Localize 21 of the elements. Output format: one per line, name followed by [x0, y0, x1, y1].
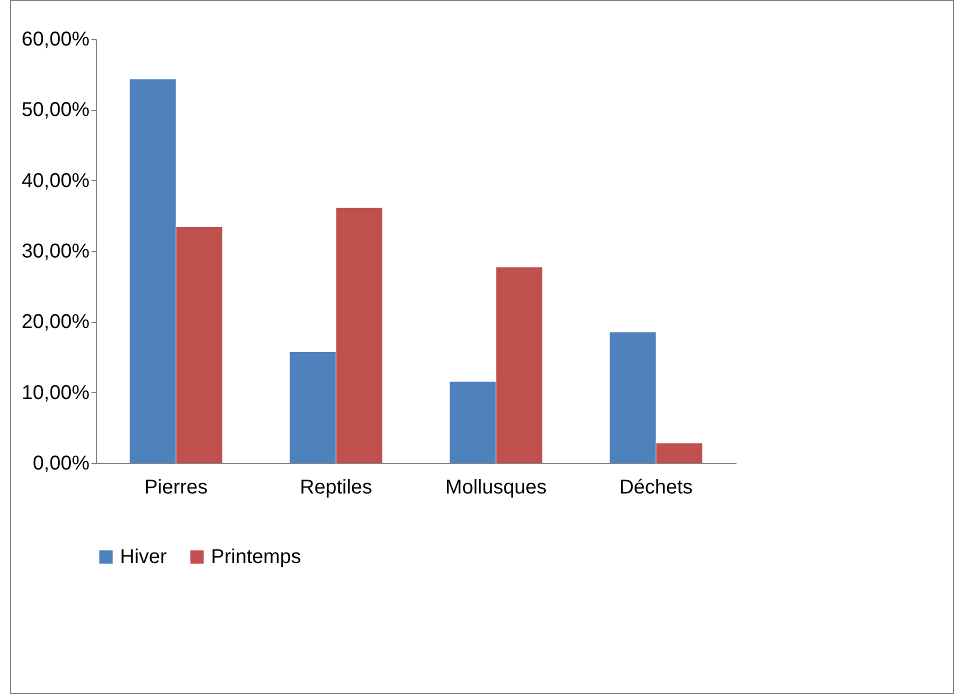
bar [290, 352, 336, 463]
bar [656, 443, 702, 463]
y-tick-label: 50,00% [22, 99, 90, 122]
y-tick-label: 60,00% [22, 28, 90, 50]
y-tick-label: 0,00% [32, 452, 90, 474]
x-tick-label: Mollusques [445, 476, 547, 498]
x-tick-label: Pierres [144, 476, 208, 498]
bar [336, 208, 382, 463]
bar [610, 332, 656, 463]
legend-label: Printemps [211, 546, 302, 568]
y-tick-label: 40,00% [22, 170, 90, 192]
y-tick-label: 30,00% [22, 240, 90, 262]
bar [496, 267, 542, 463]
y-tick-label: 10,00% [22, 382, 90, 404]
y-tick-label: 20,00% [22, 311, 90, 334]
x-tick-label: Déchets [619, 476, 693, 498]
bar [450, 382, 496, 463]
legend-label: Hiver [120, 546, 168, 568]
bar [130, 79, 176, 463]
bar [176, 226, 222, 463]
x-tick-label: Reptiles [300, 476, 372, 498]
